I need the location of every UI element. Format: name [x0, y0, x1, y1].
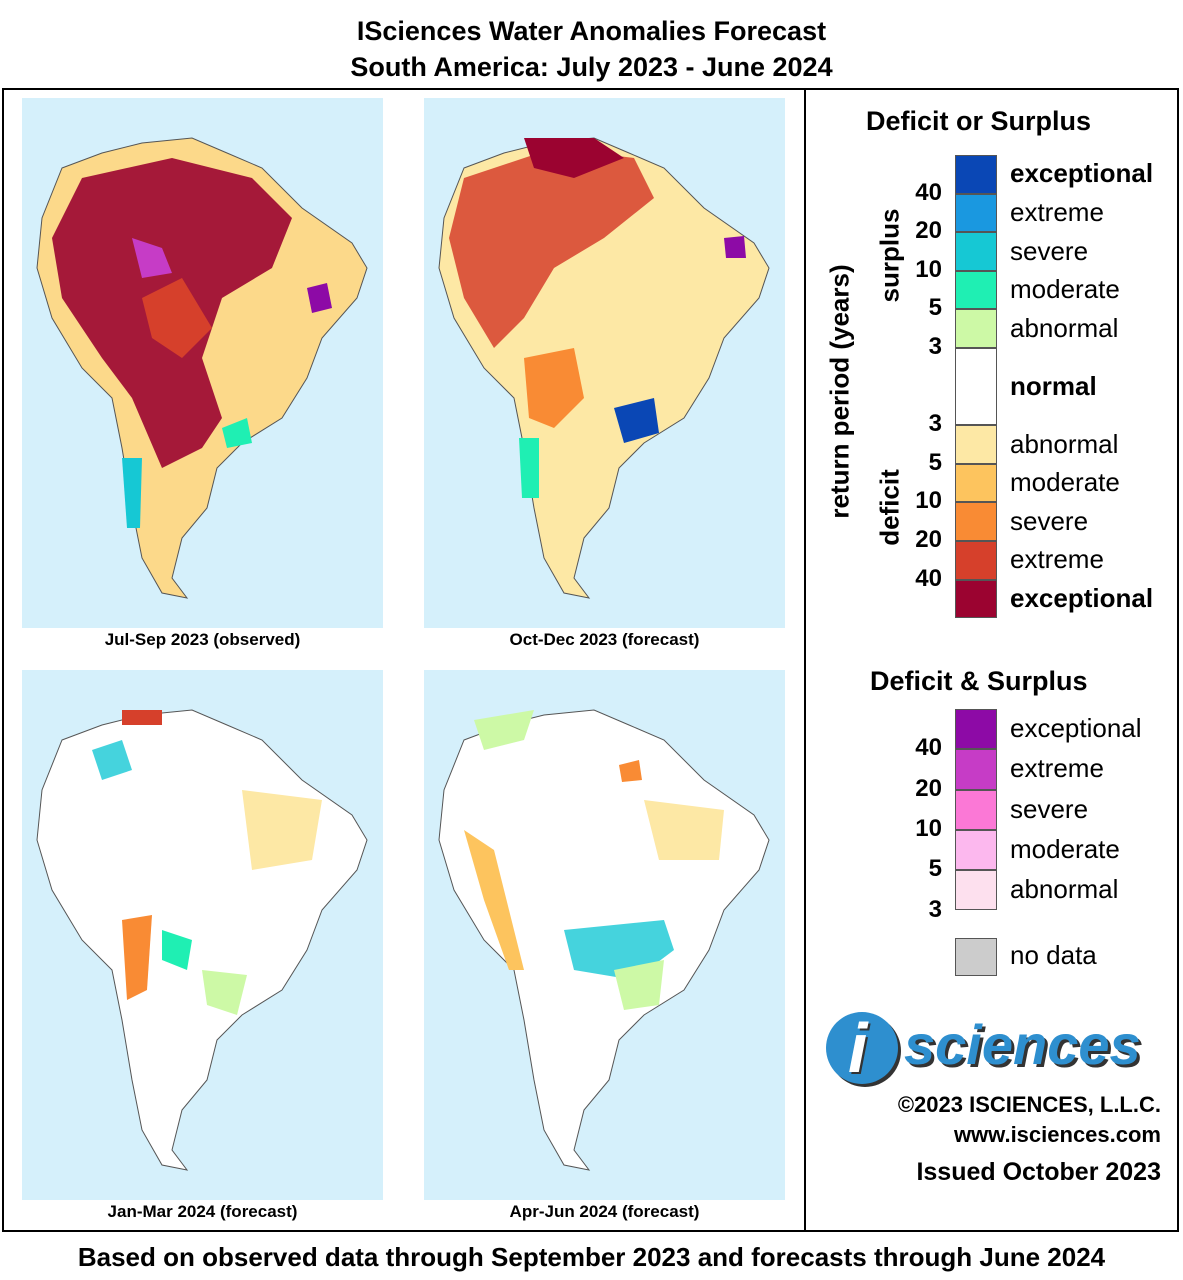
no-data-label: no data — [1010, 940, 1097, 970]
legend-class-label: abnormal — [1010, 312, 1119, 343]
logo-circle — [826, 1012, 898, 1084]
legend-deficit-label: deficit — [874, 469, 905, 546]
legend-swatch — [955, 425, 997, 464]
legend-class-label: severe — [1010, 793, 1089, 824]
title-line-1: ISciences Water Anomalies Forecast — [356, 16, 827, 46]
legend-swatch — [955, 502, 997, 541]
legend-class-label: extreme — [1010, 544, 1104, 575]
south-america-map — [36, 137, 368, 599]
legend-swatch — [955, 579, 997, 619]
legend-class-label: severe — [1010, 235, 1089, 266]
legend-tick: 3 — [928, 410, 942, 438]
legend-class-label: abnormal — [1010, 428, 1119, 459]
legend-divider — [804, 88, 806, 1232]
legend-swatch — [955, 870, 997, 911]
legend-swatch — [955, 309, 997, 348]
map-panel-jan-mar-2024 — [22, 670, 383, 1200]
map-panel-apr-jun-2024 — [424, 670, 785, 1200]
legend-swatch — [955, 348, 997, 426]
legend-tick: 10 — [915, 487, 942, 515]
legend-tick: 10 — [915, 255, 942, 283]
legend-class-label: extreme — [1010, 753, 1104, 784]
panel-caption: Jul-Sep 2023 (observed) — [104, 630, 301, 649]
panel-caption: Oct-Dec 2023 (forecast) — [509, 630, 700, 649]
legend-class-label: moderate — [1010, 467, 1120, 498]
legend-swatch — [955, 541, 997, 580]
legend-swatch — [955, 232, 997, 271]
legend-class-label: severe — [1010, 505, 1089, 536]
legend-swatch — [955, 193, 997, 233]
legend-swatch — [955, 155, 997, 194]
legend-class-label: exceptional — [1010, 713, 1142, 744]
legend-tick: 20 — [915, 217, 942, 245]
website-link[interactable]: www.isciences.com — [953, 1122, 1161, 1147]
legend-surplus-label: surplus — [874, 208, 905, 303]
legend-tick: 40 — [915, 178, 942, 206]
issued-date: Issued October 2023 — [916, 1158, 1161, 1186]
panel-caption: Apr-Jun 2024 (forecast) — [509, 1202, 700, 1221]
legend-tick: 3 — [928, 333, 942, 360]
south-america-map — [438, 709, 770, 1171]
isciences-logo: i sciences — [826, 1008, 1166, 1088]
legend-swatch — [955, 709, 997, 750]
legend-tick: 20 — [915, 526, 942, 553]
logo-letter: i — [848, 1009, 868, 1087]
legend-class-label: exceptional — [1010, 582, 1154, 613]
legend-tick: 40 — [915, 734, 942, 762]
legend-tick: 5 — [928, 294, 942, 322]
legend-swatch — [955, 829, 997, 871]
legend-tick: 40 — [915, 564, 942, 592]
panel-caption: Jan-Mar 2024 (forecast) — [107, 1202, 298, 1221]
legend-swatch — [955, 270, 997, 310]
legend-tick: 3 — [928, 895, 942, 923]
legend-tick: 20 — [915, 774, 942, 802]
no-data-swatch — [955, 938, 997, 976]
legend-class-label: extreme — [1010, 196, 1104, 227]
legend-class-label: normal — [1010, 370, 1097, 401]
figure-frame — [2, 88, 1179, 1232]
legend-title-deficit-or-surplus: Deficit or Surplus — [866, 106, 1092, 136]
legend-title-deficit-and-surplus: Deficit & Surplus — [870, 666, 1088, 696]
footer-note: Based on observed data through September… — [77, 1242, 1106, 1272]
copyright: ©2023 ISCIENCES, L.L.C. — [897, 1092, 1161, 1117]
legend-swatch — [955, 749, 997, 790]
map-panel-jul-sep-2023 — [22, 98, 383, 628]
legend-swatch — [955, 463, 997, 503]
map-panel-oct-dec-2023 — [424, 98, 785, 628]
legend-swatch — [955, 789, 997, 830]
legend-tick: 10 — [915, 814, 942, 842]
legend-class-label: moderate — [1010, 274, 1120, 305]
title-line-2: South America: July 2023 - June 2024 — [350, 52, 833, 82]
legend-tick: 5 — [928, 855, 942, 883]
south-america-map — [438, 137, 770, 599]
legend-class-label: moderate — [1010, 834, 1120, 865]
legend-tick: 5 — [928, 448, 942, 476]
legend-axis-label: return period (years) — [824, 264, 855, 519]
legend-class-label: exceptional — [1010, 158, 1154, 189]
logo-word: sciences — [904, 1013, 1141, 1076]
legend-class-label: abnormal — [1010, 874, 1119, 905]
south-america-map — [36, 709, 368, 1171]
